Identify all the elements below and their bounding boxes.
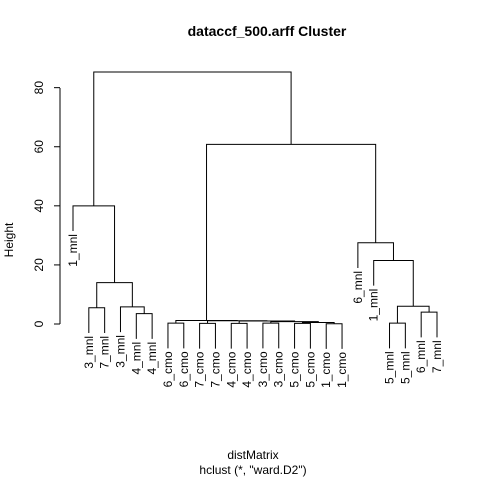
merge-link-21 (206, 143, 377, 321)
leaf-label-9: 7_cmo (208, 351, 222, 387)
merge-link-3 (96, 282, 133, 308)
leaf-label-3: 3_mnl (113, 335, 127, 368)
leaf-label-17: 1_cmo (335, 352, 349, 388)
merge-link-10 (325, 323, 343, 349)
leaf-label-2: 7_mnl (98, 336, 112, 369)
leaf-label-18: 6_mnl (351, 271, 365, 304)
y-tick-label-2: 40 (32, 199, 46, 213)
leaf-label-14: 5_cmo (288, 351, 302, 387)
leaf-label-7: 6_cmo (177, 351, 191, 387)
leaf-label-6: 6_cmo (161, 351, 175, 387)
merge-link-7 (230, 322, 248, 349)
leaf-label-20: 5_mnl (383, 351, 397, 384)
leaf-label-5: 4_mnl (145, 342, 159, 375)
chart-title: dataccf_500.arff Cluster (188, 23, 347, 39)
merge-link-6 (199, 322, 216, 349)
leaf-label-15: 5_cmo (303, 351, 317, 387)
chart-subtitle: hclust (*, "ward.D2") (199, 463, 306, 477)
merge-link-16 (389, 322, 406, 349)
leaf-label-10: 4_cmo (224, 351, 238, 387)
merge-link-12 (270, 321, 319, 324)
merge-link-15 (175, 319, 238, 324)
y-tick-label-3: 60 (32, 140, 46, 154)
merge-link-4 (72, 205, 116, 283)
merge-link-17 (420, 311, 438, 338)
leaf-label-4: 4_mnl (129, 342, 143, 375)
merge-link-18 (396, 305, 430, 324)
leaf-label-1: 3_mnl (82, 336, 96, 369)
y-tick-label-0: 0 (32, 320, 46, 327)
merge-link-11 (301, 322, 335, 324)
merge-link-9 (294, 322, 311, 349)
x-axis-label: distMatrix (227, 448, 278, 462)
leaf-label-8: 7_cmo (193, 351, 207, 387)
merge-link-20 (357, 242, 394, 268)
merge-link-8 (262, 322, 280, 349)
leaf-label-11: 4_cmo (240, 351, 254, 387)
leaf-label-13: 3_cmo (272, 351, 286, 387)
merge-link-5 (167, 322, 185, 349)
leaf-label-21: 5_mnl (398, 351, 412, 384)
leaf-label-0: 1_mnl (66, 234, 80, 267)
merge-link-2 (119, 306, 145, 333)
merge-link-1 (135, 313, 153, 339)
merge-link-0 (88, 307, 106, 333)
leaf-label-23: 7_mnl (430, 340, 444, 373)
y-tick-label-4: 80 (32, 81, 46, 95)
dendrogram-links (72, 71, 438, 349)
leaf-label-22: 6_mnl (414, 340, 428, 373)
y-axis-ticks: 0 20 40 60 80 (32, 81, 60, 327)
leaf-label-16: 1_cmo (319, 352, 333, 388)
leaf-label-19: 1_mnl (367, 289, 381, 322)
y-tick-label-1: 20 (32, 258, 46, 272)
y-axis-label: Height (2, 222, 16, 257)
merge-link-22 (93, 71, 292, 206)
leaf-label-12: 3_cmo (256, 351, 270, 387)
